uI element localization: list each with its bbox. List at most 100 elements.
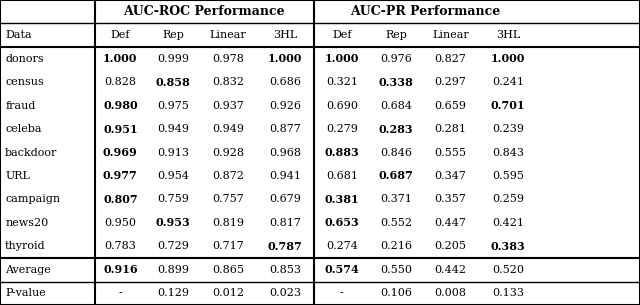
Text: 0.949: 0.949 xyxy=(157,124,189,134)
Text: Linear: Linear xyxy=(210,30,246,40)
Text: 1.000: 1.000 xyxy=(491,53,525,64)
Text: 0.701: 0.701 xyxy=(491,100,525,111)
Text: 0.807: 0.807 xyxy=(103,194,138,205)
Text: backdoor: backdoor xyxy=(5,148,58,157)
Text: Def: Def xyxy=(332,30,351,40)
Text: census: census xyxy=(5,77,44,87)
Text: 0.684: 0.684 xyxy=(380,101,412,111)
Text: -: - xyxy=(340,288,344,298)
Text: 0.555: 0.555 xyxy=(435,148,467,157)
Text: URL: URL xyxy=(5,171,30,181)
Text: 0.928: 0.928 xyxy=(212,148,244,157)
Text: 0.853: 0.853 xyxy=(269,265,301,275)
Text: 0.274: 0.274 xyxy=(326,241,358,251)
Text: 0.832: 0.832 xyxy=(212,77,244,87)
Text: 0.783: 0.783 xyxy=(104,241,136,251)
Text: celeba: celeba xyxy=(5,124,42,134)
Text: 1.000: 1.000 xyxy=(103,53,138,64)
Text: 0.686: 0.686 xyxy=(269,77,301,87)
Text: 0.129: 0.129 xyxy=(157,288,189,298)
Text: 0.259: 0.259 xyxy=(492,194,524,204)
Text: 0.381: 0.381 xyxy=(324,194,359,205)
Text: AUC-PR Performance: AUC-PR Performance xyxy=(351,5,500,18)
Text: 0.595: 0.595 xyxy=(492,171,524,181)
Text: 0.950: 0.950 xyxy=(104,218,136,228)
Text: 0.297: 0.297 xyxy=(435,77,467,87)
Text: 0.690: 0.690 xyxy=(326,101,358,111)
Text: 1.000: 1.000 xyxy=(268,53,302,64)
Text: 0.681: 0.681 xyxy=(326,171,358,181)
Text: 0.899: 0.899 xyxy=(157,265,189,275)
Text: donors: donors xyxy=(5,54,44,64)
Text: 3HL: 3HL xyxy=(273,30,297,40)
Text: 0.442: 0.442 xyxy=(435,265,467,275)
Text: 0.347: 0.347 xyxy=(435,171,467,181)
Text: 0.371: 0.371 xyxy=(380,194,412,204)
Text: 0.447: 0.447 xyxy=(435,218,467,228)
Text: 0.980: 0.980 xyxy=(103,100,138,111)
Text: Def: Def xyxy=(111,30,130,40)
Text: 0.659: 0.659 xyxy=(435,101,467,111)
Text: 0.133: 0.133 xyxy=(492,288,524,298)
Text: 0.653: 0.653 xyxy=(324,217,359,228)
Text: Data: Data xyxy=(5,30,32,40)
Text: 0.843: 0.843 xyxy=(492,148,524,157)
Text: 0.687: 0.687 xyxy=(379,170,413,181)
Text: 0.913: 0.913 xyxy=(157,148,189,157)
Text: 0.976: 0.976 xyxy=(380,54,412,64)
Text: P-value: P-value xyxy=(5,288,46,298)
Text: 0.968: 0.968 xyxy=(269,148,301,157)
Text: 0.008: 0.008 xyxy=(435,288,467,298)
Text: 0.106: 0.106 xyxy=(380,288,412,298)
Text: 0.239: 0.239 xyxy=(492,124,524,134)
Text: fraud: fraud xyxy=(5,101,35,111)
Text: 0.757: 0.757 xyxy=(212,194,244,204)
Text: 0.827: 0.827 xyxy=(435,54,467,64)
Text: 0.846: 0.846 xyxy=(380,148,412,157)
Text: 0.787: 0.787 xyxy=(268,241,302,252)
Text: 0.977: 0.977 xyxy=(103,170,138,181)
Text: 0.949: 0.949 xyxy=(212,124,244,134)
Text: 0.552: 0.552 xyxy=(380,218,412,228)
Text: 0.858: 0.858 xyxy=(156,77,191,88)
Text: 0.865: 0.865 xyxy=(212,265,244,275)
Text: 0.281: 0.281 xyxy=(435,124,467,134)
Text: 0.729: 0.729 xyxy=(157,241,189,251)
Text: 0.916: 0.916 xyxy=(103,264,138,275)
Text: 0.717: 0.717 xyxy=(212,241,244,251)
Text: thyroid: thyroid xyxy=(5,241,45,251)
Text: 0.321: 0.321 xyxy=(326,77,358,87)
Text: AUC-ROC Performance: AUC-ROC Performance xyxy=(124,5,285,18)
Text: 0.978: 0.978 xyxy=(212,54,244,64)
Text: news20: news20 xyxy=(5,218,49,228)
Text: 0.817: 0.817 xyxy=(269,218,301,228)
Text: 0.999: 0.999 xyxy=(157,54,189,64)
Text: 0.679: 0.679 xyxy=(269,194,301,204)
Text: 0.338: 0.338 xyxy=(379,77,413,88)
Text: 0.357: 0.357 xyxy=(435,194,467,204)
Text: 0.383: 0.383 xyxy=(491,241,525,252)
Text: 0.421: 0.421 xyxy=(492,218,524,228)
Text: 0.828: 0.828 xyxy=(104,77,136,87)
Text: 0.574: 0.574 xyxy=(324,264,359,275)
Text: 0.877: 0.877 xyxy=(269,124,301,134)
Text: 0.216: 0.216 xyxy=(380,241,412,251)
Text: 0.941: 0.941 xyxy=(269,171,301,181)
Text: 0.872: 0.872 xyxy=(212,171,244,181)
Text: Rep: Rep xyxy=(385,30,407,40)
Text: 0.759: 0.759 xyxy=(157,194,189,204)
Text: 0.953: 0.953 xyxy=(156,217,191,228)
Text: 3HL: 3HL xyxy=(496,30,520,40)
Text: 0.520: 0.520 xyxy=(492,265,524,275)
Text: 0.926: 0.926 xyxy=(269,101,301,111)
Text: 0.975: 0.975 xyxy=(157,101,189,111)
Text: Rep: Rep xyxy=(162,30,184,40)
Text: 0.954: 0.954 xyxy=(157,171,189,181)
Text: -: - xyxy=(118,288,122,298)
Text: Linear: Linear xyxy=(432,30,469,40)
Text: campaign: campaign xyxy=(5,194,60,204)
Text: 0.205: 0.205 xyxy=(435,241,467,251)
Text: 0.883: 0.883 xyxy=(324,147,359,158)
Text: 0.283: 0.283 xyxy=(379,124,413,135)
Text: 0.969: 0.969 xyxy=(103,147,138,158)
